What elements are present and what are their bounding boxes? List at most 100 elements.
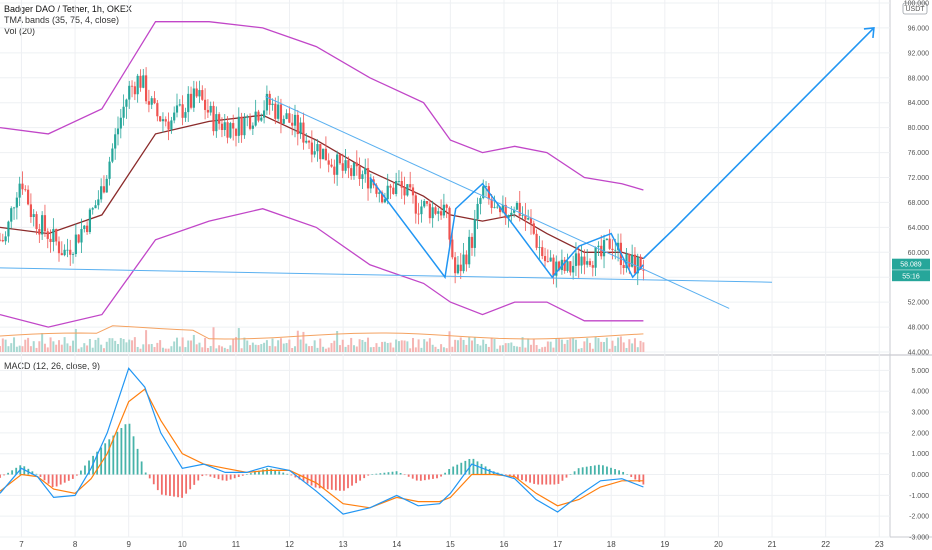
macd-histogram-bar xyxy=(521,474,523,481)
candle-body xyxy=(496,206,499,208)
x-tick-label: 16 xyxy=(500,540,509,549)
time-axis[interactable]: 7 8 9 10 11 12 13 14 15 16 17 18 19 20 21 22 23 xyxy=(19,540,884,549)
volume-bar xyxy=(215,348,218,352)
candle-body xyxy=(32,214,35,217)
x-tick-label: 13 xyxy=(339,540,348,549)
macd-histogram-bar xyxy=(351,474,353,486)
candle-body xyxy=(271,103,274,106)
y-tick-label: -1.000 xyxy=(909,493,929,500)
candle-body xyxy=(206,109,210,113)
volume-bar xyxy=(49,337,52,352)
volume-bar xyxy=(572,337,575,352)
macd-histogram-bar xyxy=(642,474,645,485)
candle-body xyxy=(192,88,195,108)
candle-body xyxy=(274,103,277,119)
x-tick-label: 18 xyxy=(607,540,616,549)
candle-body xyxy=(313,151,316,155)
price-axis[interactable]: 100.000 96.000 92.000 88.000 84.000 80.000 76.… xyxy=(904,1,929,357)
macd-histogram-bar xyxy=(205,474,208,476)
macd-histogram-bar xyxy=(347,474,349,489)
candle-body xyxy=(380,192,384,203)
volume-bar xyxy=(555,338,558,352)
candle-body xyxy=(476,203,479,220)
candle-body xyxy=(583,256,586,265)
volume-bar xyxy=(204,337,207,352)
volume-bar xyxy=(434,346,437,352)
volume-bar xyxy=(142,344,145,352)
macd-axis[interactable]: 5.000 4.000 3.000 2.000 1.000 0.000 -1.000 -2.0… xyxy=(909,368,929,542)
volume-bar xyxy=(552,347,555,352)
volume-bar xyxy=(161,347,164,352)
macd-histogram-bar xyxy=(35,473,38,475)
macd-histogram-bar xyxy=(589,466,592,475)
volume-bar xyxy=(642,342,645,352)
volume-bar xyxy=(29,346,32,352)
tma-bands xyxy=(0,21,644,328)
candle-body xyxy=(642,269,645,271)
volume-bar xyxy=(263,342,266,352)
y-tick-label: 96.000 xyxy=(908,25,930,32)
candle-body xyxy=(232,123,235,129)
volume-bar xyxy=(507,343,510,352)
volume-bar xyxy=(378,346,381,352)
volume-bar xyxy=(631,343,634,352)
volume-bar xyxy=(560,339,563,352)
legend-main: Badger DAO / Tether, 1h, OKEX TMA bands … xyxy=(4,4,132,36)
macd-histogram-bar xyxy=(3,474,5,476)
volume-bar xyxy=(105,341,108,352)
volume-bar xyxy=(397,341,400,352)
candle-body xyxy=(330,164,333,167)
macd-histogram-bar xyxy=(160,474,163,495)
y-tick-label: 3.000 xyxy=(911,410,929,417)
candle-body xyxy=(100,186,103,200)
candle-body xyxy=(605,238,608,241)
x-tick-label: 11 xyxy=(232,540,241,549)
countdown-text: 55:16 xyxy=(902,274,920,281)
candle-body xyxy=(150,98,153,105)
macd-histogram-bar xyxy=(318,474,321,489)
macd-histogram-bar xyxy=(407,474,410,477)
volume-bar xyxy=(364,341,367,352)
grid-macd xyxy=(0,369,890,538)
macd-histogram-bar xyxy=(148,474,151,479)
candle-body xyxy=(586,261,589,265)
volume-bar xyxy=(490,337,493,352)
volume-bar xyxy=(265,340,268,352)
macd-histogram-bar xyxy=(484,466,487,475)
y-tick-label: 88.000 xyxy=(908,75,930,82)
volume-bar xyxy=(395,339,398,352)
volume-bar xyxy=(271,338,274,352)
volume-bar xyxy=(308,346,311,352)
tma-lower-line xyxy=(0,208,644,328)
macd-histogram-bar xyxy=(545,474,548,485)
volume-bar xyxy=(0,346,1,352)
legend-tma: TMA bands (35, 75, 4, close) xyxy=(4,15,119,25)
volume-bar xyxy=(442,347,445,352)
volume-bar xyxy=(159,340,162,352)
volume-bar xyxy=(389,342,392,352)
candle-body xyxy=(355,162,358,167)
volume-bar xyxy=(91,347,94,352)
volume-bar xyxy=(482,339,485,352)
macd-histogram-bar xyxy=(606,466,608,475)
macd-histogram-bar xyxy=(31,471,34,475)
macd-histogram-bar xyxy=(638,474,641,483)
volume-bar xyxy=(108,338,111,352)
candle-body xyxy=(189,93,193,108)
volume-bar xyxy=(431,344,434,352)
candle-body xyxy=(307,140,311,143)
macd-histogram-bar xyxy=(476,461,479,475)
volume-bar xyxy=(375,343,378,352)
candle-body xyxy=(504,204,507,219)
candle-body xyxy=(549,257,552,262)
macd-histogram-bar xyxy=(310,474,313,486)
macd-histogram-bar xyxy=(602,465,604,475)
candle-body xyxy=(80,228,83,243)
volume-bar xyxy=(167,348,170,352)
candle-body xyxy=(251,125,254,129)
volume-bar xyxy=(237,328,240,352)
x-tick-label: 9 xyxy=(126,540,131,549)
candle-body xyxy=(434,207,437,214)
candle-body xyxy=(639,256,642,270)
